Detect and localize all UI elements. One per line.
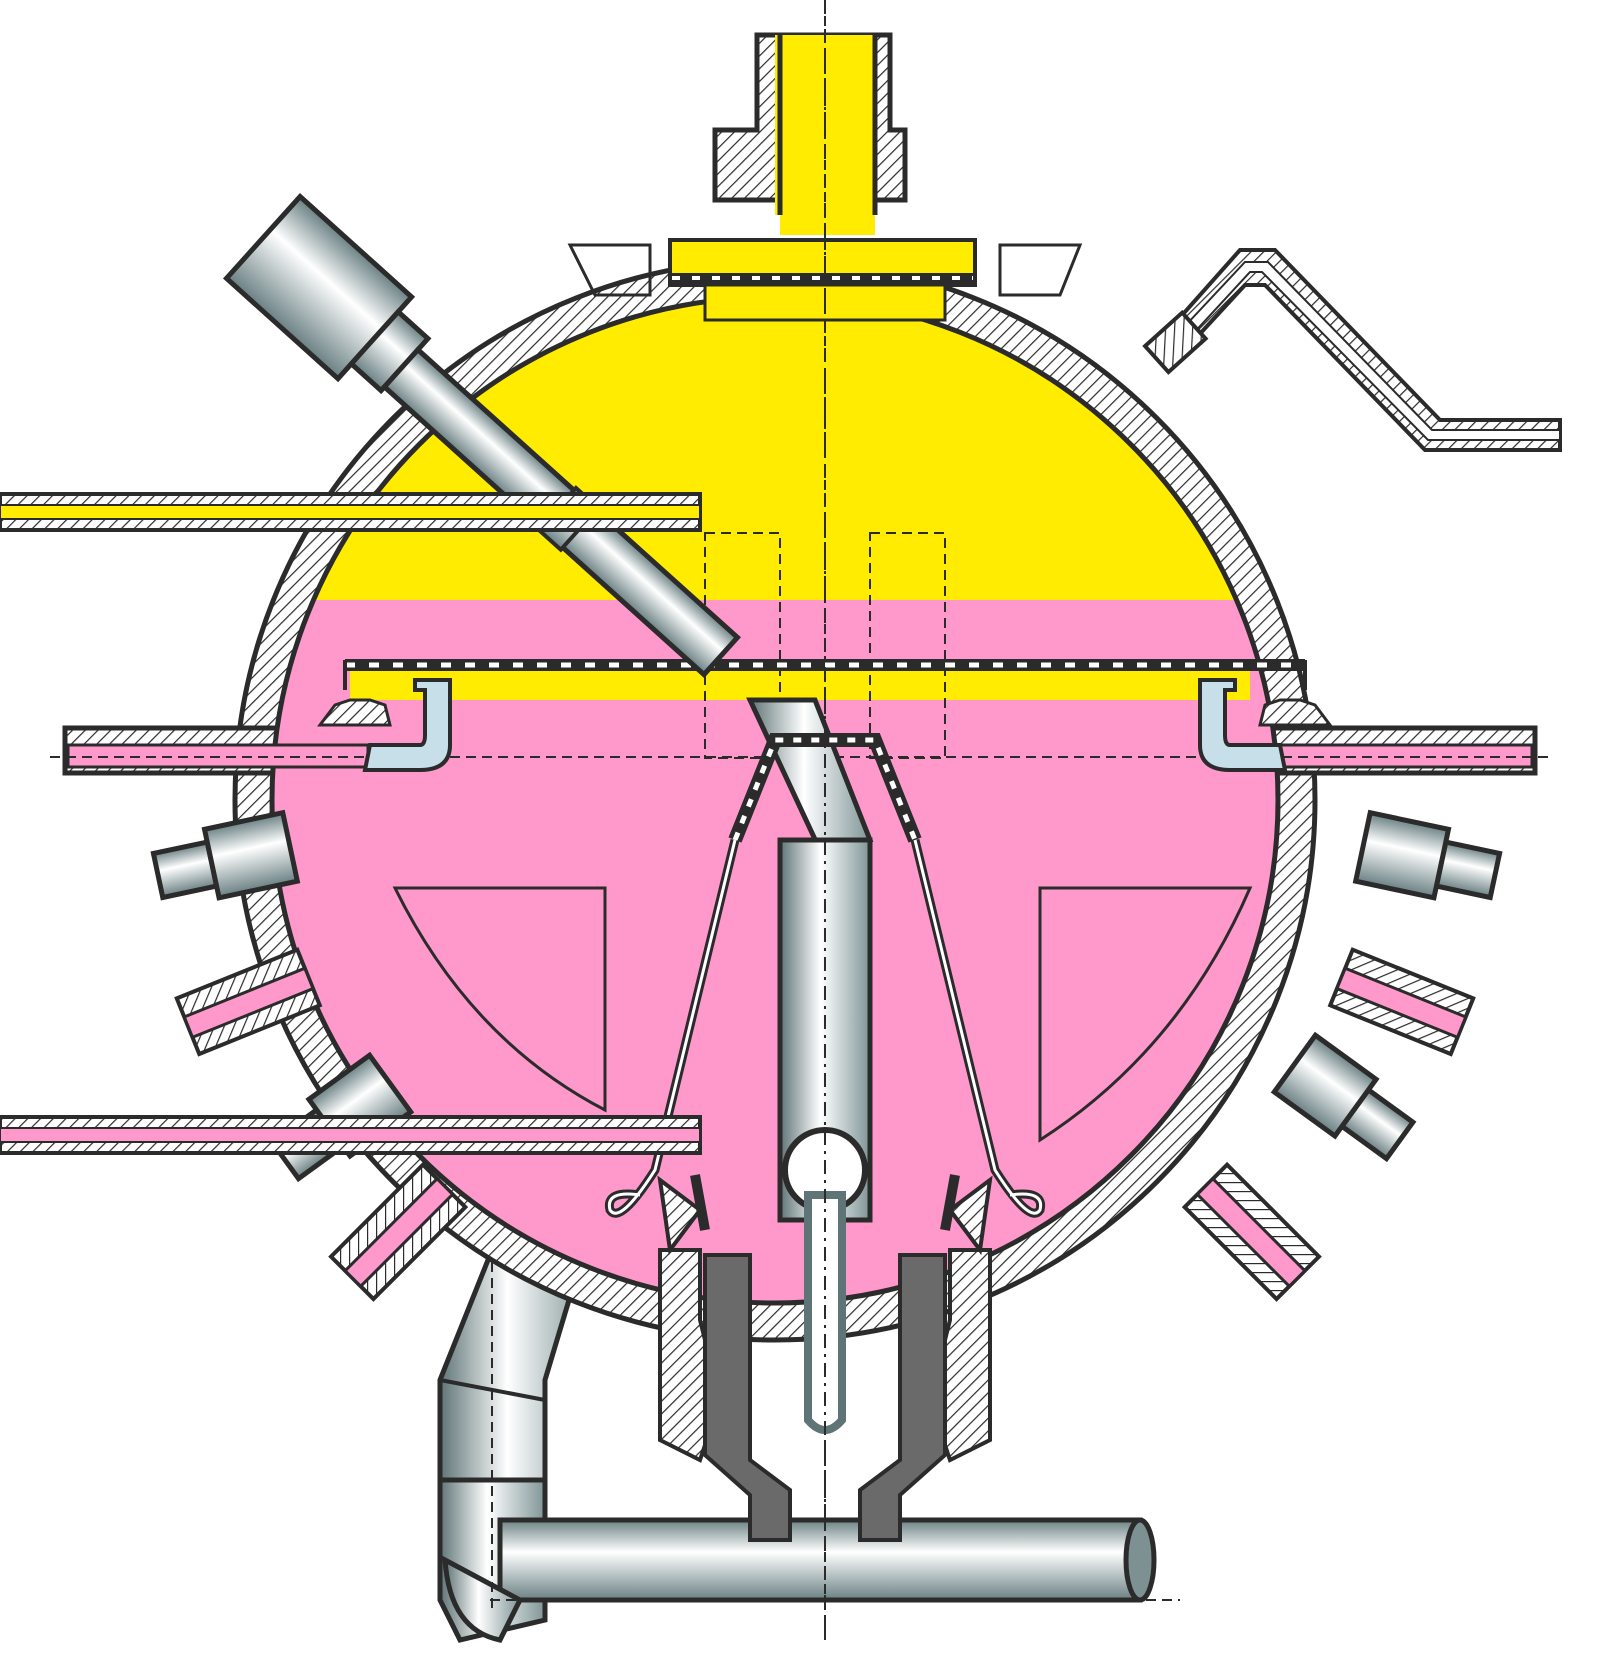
outlet-pipe — [437, 1227, 1180, 1643]
bottom-nozzle — [657, 1174, 993, 1542]
horizontal-tray — [317, 659, 1333, 772]
sector-plates — [392, 886, 1253, 1143]
side-ports — [174, 947, 1476, 1302]
inlet-pipes — [0, 492, 702, 1155]
central-baffle — [604, 733, 1046, 1218]
vent-pipe — [1142, 248, 1562, 452]
top-screen — [567, 238, 1083, 322]
